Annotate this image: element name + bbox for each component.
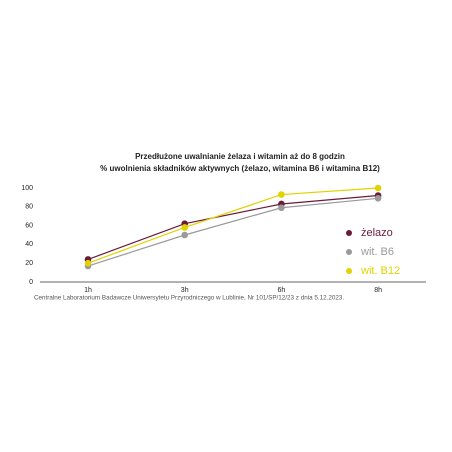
x-tick-label: 6h [278,287,286,294]
point [278,204,285,212]
legend-marker [346,268,352,274]
point [374,195,382,202]
point [181,224,188,231]
y-tick-label: 0 [29,279,33,286]
x-tick-label: 1h [84,287,92,294]
series-line [87,187,379,264]
point [278,191,285,198]
legend-label: wit. B6 [360,246,394,258]
y-tick-label: 80 [25,204,33,211]
legend-label: wit. B12 [360,265,400,277]
x-tick-label: 3h [181,287,189,294]
y-tick-label: 60 [25,222,33,229]
legend-marker [346,230,352,236]
point [84,259,92,267]
chart-title: Przedłużone uwalnianie żelaza i witamin … [135,152,345,161]
y-tick-label: 40 [25,241,33,248]
series-line [87,194,379,261]
source-note: Centralne Laboratorium Badawcze Uniwersy… [34,295,344,302]
point [181,231,188,239]
legend-label: żelazo [361,227,393,239]
point [374,184,382,192]
y-tick-label: 100 [21,185,33,192]
chart-subtitle: % uwolnienia składników aktywnych (żelaz… [100,164,380,173]
legend-marker [346,249,352,255]
series-line [87,197,379,267]
y-tick-label: 20 [25,260,33,267]
x-tick-label: 8h [374,287,382,294]
